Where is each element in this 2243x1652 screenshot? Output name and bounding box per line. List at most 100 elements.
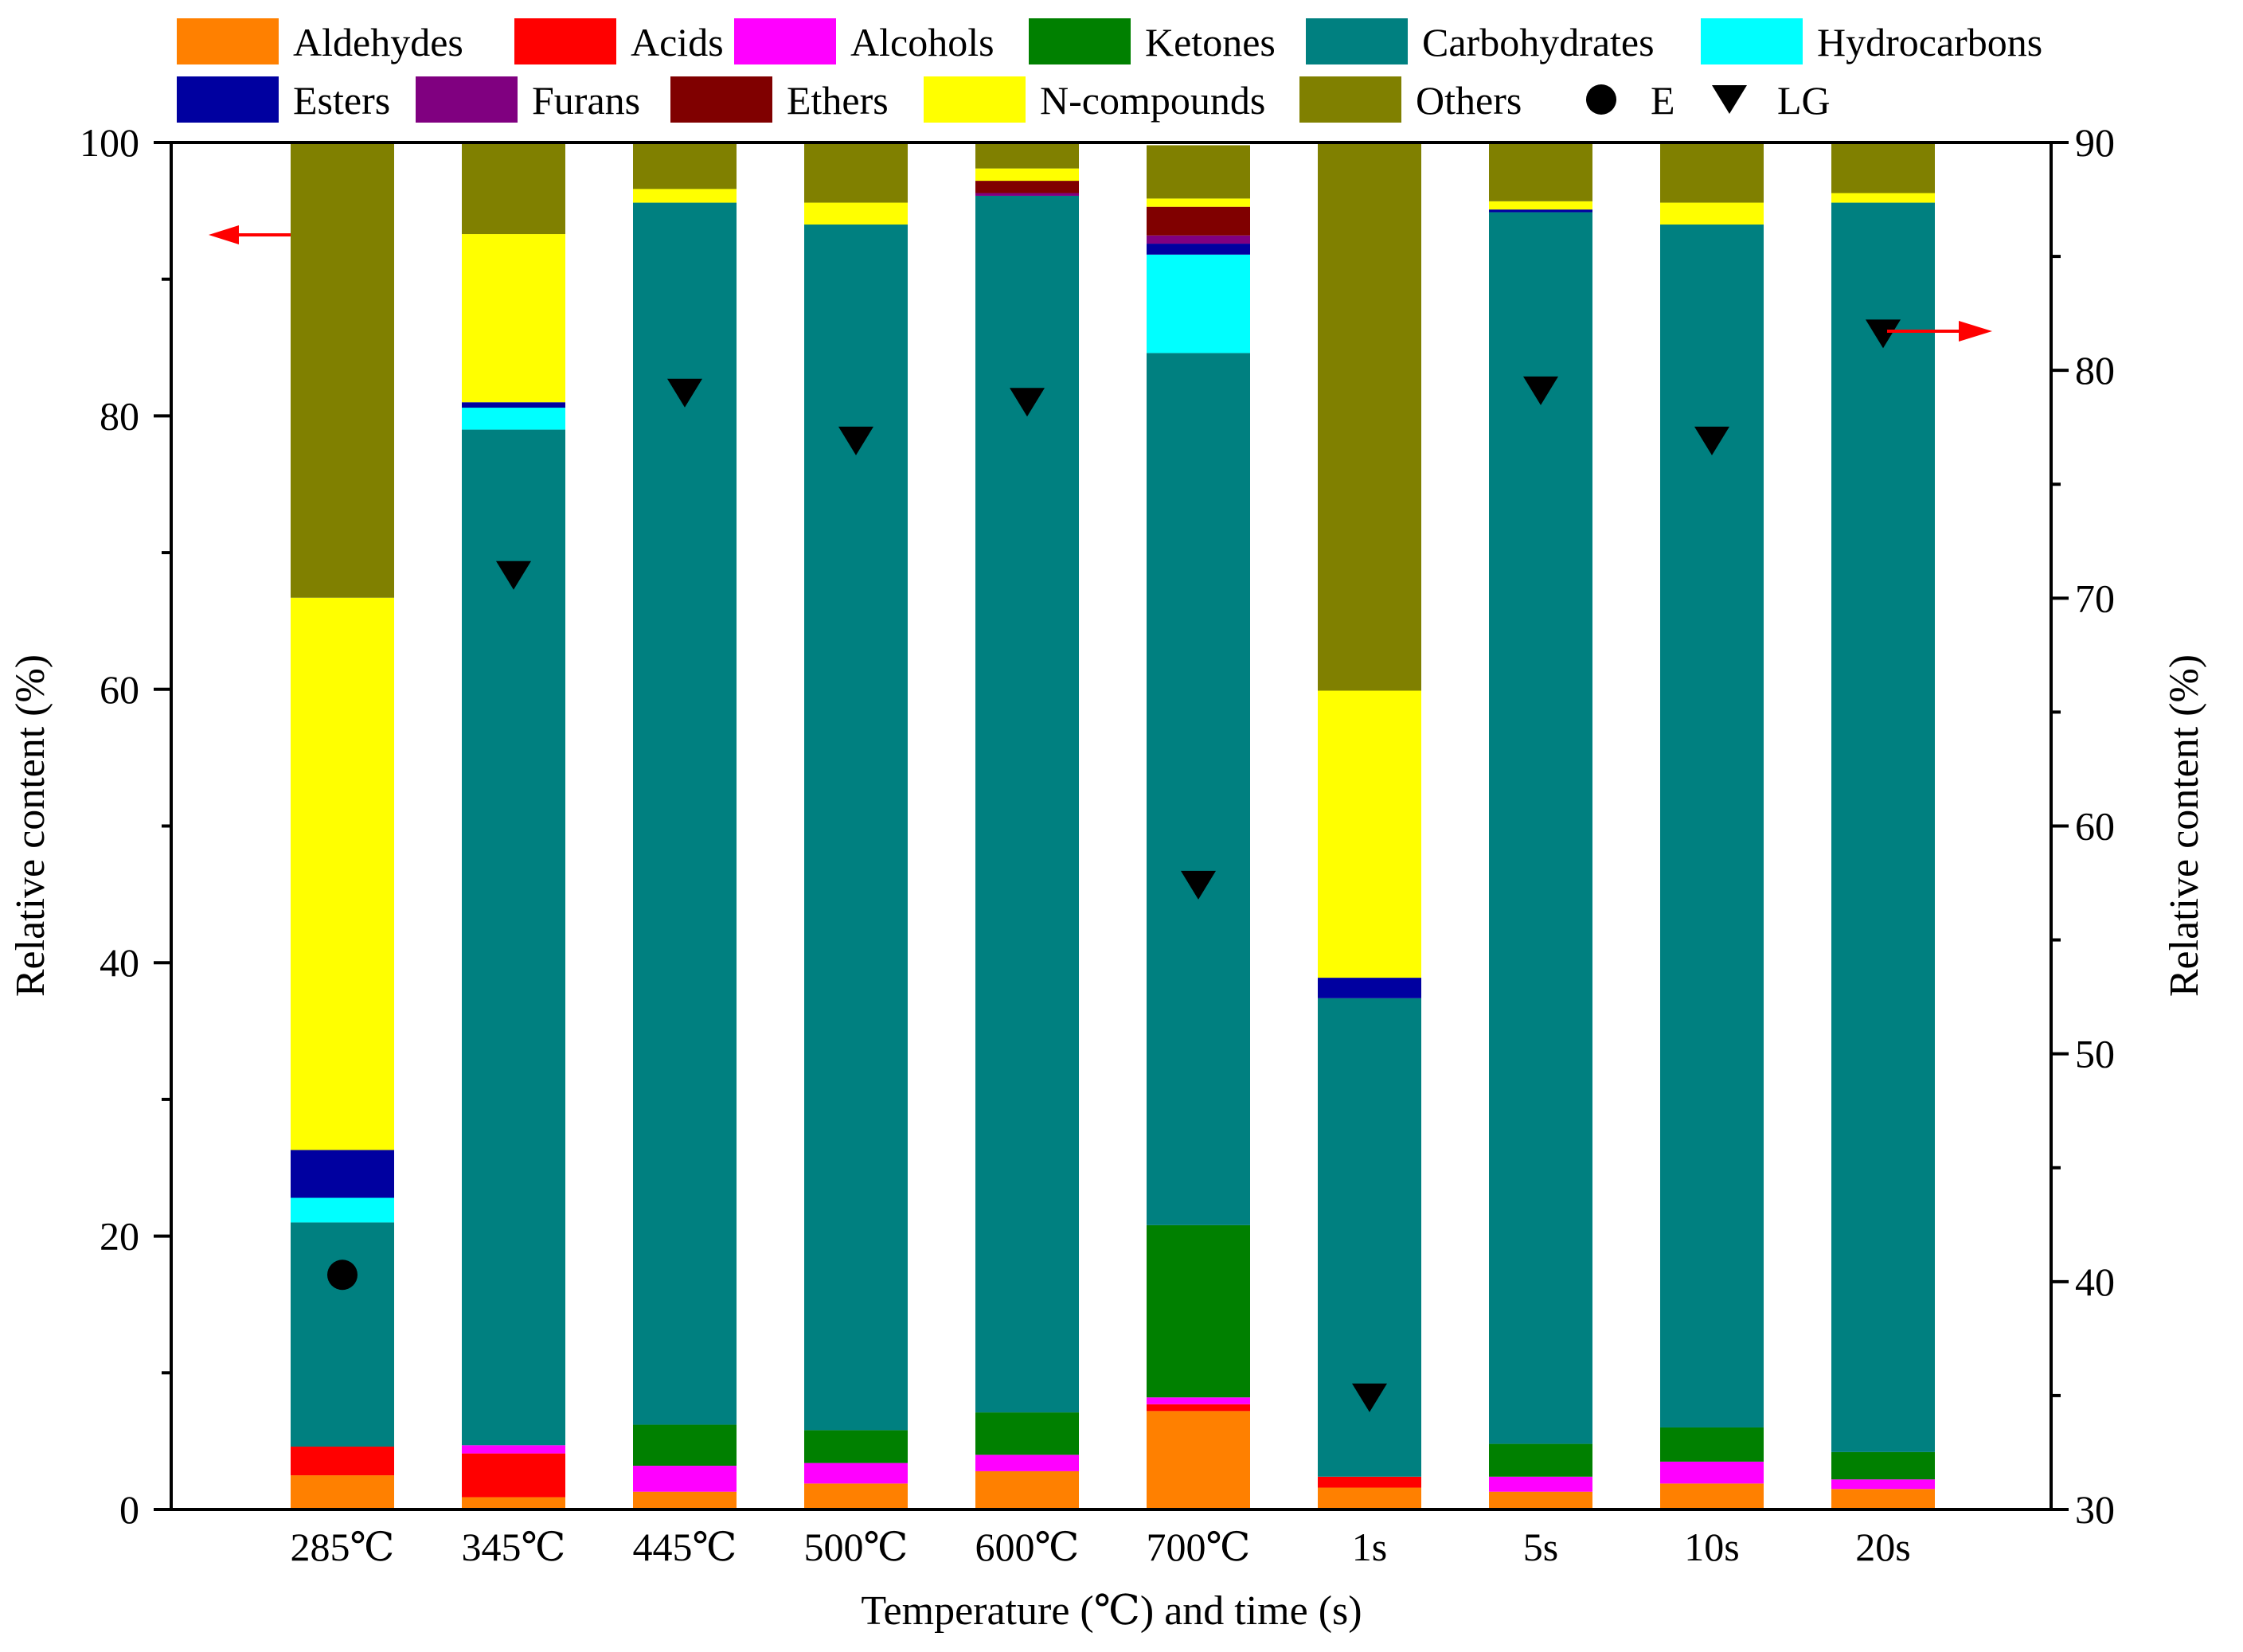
legend-swatch-others xyxy=(1299,76,1401,123)
right-tick-label: 30 xyxy=(2075,1487,2115,1532)
left-tick-label: 60 xyxy=(100,667,139,712)
bar-segment-ketones xyxy=(1147,1224,1250,1398)
bar-segment-acids xyxy=(1318,1476,1421,1488)
bar-segment-carbohydrates xyxy=(291,1222,394,1447)
bar-segment-n-compounds xyxy=(1831,193,1935,203)
bar-segment-ketones xyxy=(633,1424,737,1466)
bar-segment-n-compounds xyxy=(291,597,394,1150)
bar-segment-hydrocarbons xyxy=(291,1197,394,1223)
left-tick-label: 0 xyxy=(119,1487,139,1532)
bar-segment-hydrocarbons xyxy=(1147,254,1250,353)
bar-segment-ketones xyxy=(975,1412,1079,1455)
bar-segment-acids xyxy=(291,1447,394,1476)
bar-segment-n-compounds xyxy=(975,168,1079,182)
bar-segment-n-compounds xyxy=(1318,690,1421,978)
legend-label-e: E xyxy=(1651,78,1675,123)
bar-segment-aldehydes xyxy=(804,1483,908,1509)
bar-segment-others xyxy=(804,143,908,203)
bar-segment-esters xyxy=(291,1150,394,1198)
x-tick-label: 345℃ xyxy=(462,1525,566,1569)
legend-swatch-acids xyxy=(514,18,616,64)
bar-segment-carbohydrates xyxy=(1660,225,1764,1427)
x-tick-label: 600℃ xyxy=(975,1525,1080,1569)
legend-label-furans: Furans xyxy=(532,78,640,123)
bar-segment-aldehydes xyxy=(633,1491,737,1509)
bar-segment-aldehydes xyxy=(1489,1491,1592,1509)
bar-segment-others xyxy=(1489,143,1592,201)
bar-segment-n-compounds xyxy=(1660,202,1764,225)
legend-swatch-hydrocarbons xyxy=(1701,18,1803,64)
bar-segment-hydrocarbons xyxy=(462,408,565,430)
legend-label-ketones: Ketones xyxy=(1145,20,1276,64)
bar-segment-n-compounds xyxy=(1489,201,1592,210)
legend-swatch-n-compounds xyxy=(924,76,1026,123)
legend-label-n-compounds: N-compounds xyxy=(1040,78,1265,123)
y-axis-title-right: Relative content (%) xyxy=(2162,654,2207,997)
bar-segment-aldehydes xyxy=(1147,1411,1250,1509)
bar-segment-n-compounds xyxy=(804,202,908,225)
bar-segment-others xyxy=(1147,145,1250,199)
bar-segment-ethers xyxy=(975,181,1079,193)
x-axis: 285℃ 345℃ 445℃ 500℃ 600℃ 700℃ 1s 5s 10s 20s xyxy=(291,1525,1911,1569)
legend: Aldehydes Acids Alcohols Ketones Carbohydrat… xyxy=(177,18,2042,123)
bar-segment-ketones xyxy=(804,1430,908,1463)
bar-segment-esters xyxy=(462,402,565,408)
bar-segment-alcohols xyxy=(1660,1461,1764,1484)
legend-marker-e xyxy=(1586,84,1616,115)
legend-swatch-furans xyxy=(416,76,518,123)
bar-segment-aldehydes xyxy=(1318,1487,1421,1509)
x-axis-title: Temperature (℃) and time (s) xyxy=(861,1588,1362,1634)
bar-segment-carbohydrates xyxy=(1489,212,1592,1444)
arrow-head-right xyxy=(1959,321,1992,342)
legend-label-carbohydrates: Carbohydrates xyxy=(1422,20,1655,64)
legend-swatch-ethers xyxy=(670,76,772,123)
bar-segment-esters xyxy=(1147,244,1250,255)
marker-lg xyxy=(667,378,702,408)
legend-label-aldehydes: Aldehydes xyxy=(293,20,463,64)
legend-label-hydrocarbons: Hydrocarbons xyxy=(1817,20,2042,64)
bar-segment-carbohydrates xyxy=(1147,353,1250,1225)
x-tick-label: 700℃ xyxy=(1147,1525,1251,1569)
left-tick-label: 20 xyxy=(100,1214,139,1259)
left-tick-label: 80 xyxy=(100,393,139,438)
bar-segment-alcohols xyxy=(633,1466,737,1492)
legend-swatch-carbohydrates xyxy=(1306,18,1408,64)
legend-label-esters: Esters xyxy=(293,78,390,123)
bar-segment-esters xyxy=(1318,978,1421,998)
legend-label-others: Others xyxy=(1416,78,1522,123)
bar-segment-acids xyxy=(1147,1404,1250,1412)
right-tick-label: 40 xyxy=(2075,1260,2115,1304)
marker-lg xyxy=(1523,376,1558,405)
bar-segment-ketones xyxy=(1660,1427,1764,1462)
bar-segment-alcohols xyxy=(975,1455,1079,1471)
legend-label-acids: Acids xyxy=(631,20,724,64)
bar-segment-others xyxy=(1660,143,1764,203)
bar-segment-alcohols xyxy=(1147,1397,1250,1404)
marker-lg xyxy=(838,426,873,455)
bar-segment-carbohydrates xyxy=(1831,202,1935,1452)
bar-segment-others xyxy=(975,143,1079,169)
bar-segment-n-compounds xyxy=(1147,198,1250,207)
bar-segment-others xyxy=(462,143,565,235)
marker-lg xyxy=(496,560,531,590)
marker-lg xyxy=(1866,319,1901,349)
bar-segment-aldehydes xyxy=(291,1475,394,1509)
bar-segment-aldehydes xyxy=(462,1497,565,1509)
bar-segment-aldehydes xyxy=(1660,1483,1764,1509)
marker-lg xyxy=(1352,1383,1387,1412)
right-axis: 30 40 50 60 70 80 90 xyxy=(2051,120,2115,1532)
x-tick-label: 20s xyxy=(1855,1525,1910,1569)
bar-segment-alcohols xyxy=(1489,1476,1592,1492)
arrow-head-left xyxy=(209,225,239,244)
legend-label-alcohols: Alcohols xyxy=(850,20,995,64)
legend-label-ethers: Ethers xyxy=(787,78,889,123)
bar-segment-n-compounds xyxy=(633,189,737,203)
axis-arrows xyxy=(209,225,1992,342)
bar-segment-ketones xyxy=(1831,1451,1935,1480)
left-tick-label: 40 xyxy=(100,940,139,985)
marker-lg xyxy=(1181,870,1216,900)
marker-lg xyxy=(1010,388,1045,417)
bar-segment-carbohydrates xyxy=(462,429,565,1446)
legend-swatch-ketones xyxy=(1029,18,1131,64)
